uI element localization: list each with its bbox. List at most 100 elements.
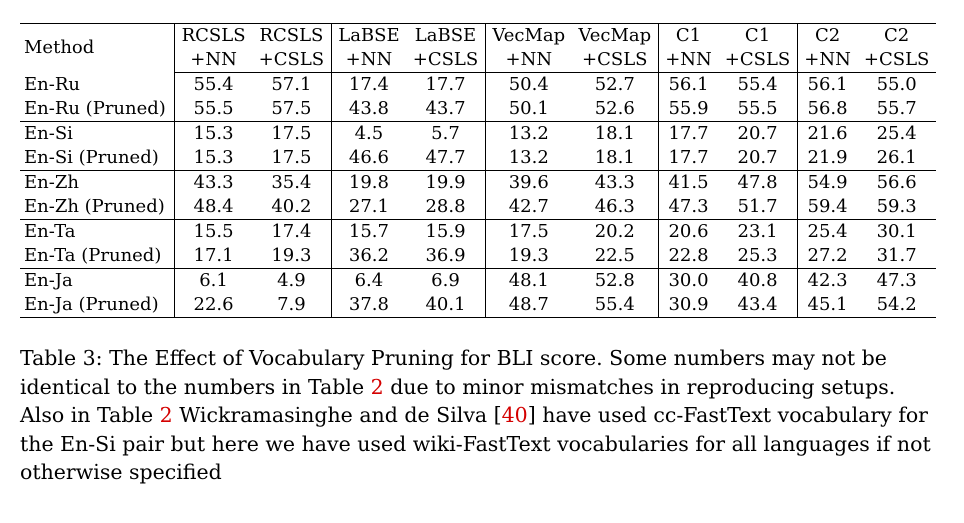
score-cell: 17.7 [657,146,719,171]
table-row: En-Zh 43.3 35.4 19.8 19.9 39.6 43.3 41.5 47.8 54.… [20,170,936,195]
score-cell: 55.5 [737,98,778,119]
score-cell: 43.8 [330,97,407,122]
score-cell: 17.5 [271,147,312,168]
table-row: En-Ru 55.4 57.1 17.4 17.7 50.4 52.7 56.1 55.4 56.… [20,72,936,97]
score-cell: 52.6 [594,98,635,119]
col-header-top: VecMap [571,23,659,48]
score-cell: 21.6 [796,121,858,146]
score-cell: 55.4 [737,74,778,95]
header-row-top: Method RCSLS RCSLS LaBSE LaBSE VecMap Ve… [20,23,936,73]
score-cell: 23.1 [718,219,798,244]
score-cell: 39.6 [484,170,572,195]
score-cell: 17.5 [252,121,332,146]
score-cell: 17.7 [657,121,719,146]
score-cell: 55.5 [174,97,253,122]
score-cell: 56.8 [796,97,858,122]
score-cell: 17.4 [330,72,407,97]
score-cell: 6.1 [174,268,253,293]
score-cell: 47.8 [718,170,798,195]
score-cell: 26.1 [876,147,917,168]
score-cell: 42.7 [484,195,572,220]
score-cell: 57.1 [271,74,312,95]
score-cell: 48.1 [484,268,572,293]
table-row: En-Si (Pruned) 15.3 17.5 46.6 47.7 13.2 18.1 17… [20,146,936,171]
score-cell: 21.9 [796,146,858,171]
score-cell: 40.1 [406,293,486,318]
score-cell: 36.9 [425,245,466,266]
col-header-bottom: +CSLS [252,48,332,73]
table-row: En-Si 15.3 17.5 4.5 5.7 13.2 18.1 17.7 20.7 21.6 2… [20,121,936,146]
score-cell: 46.3 [594,196,635,217]
method-cell: En-Ru (Pruned) [24,98,166,119]
method-cell: En-Zh (Pruned) [24,196,165,217]
score-cell: 48.4 [174,195,253,220]
col-header-bottom: +NN [330,48,407,73]
score-cell: 51.7 [737,196,778,217]
caption-text: ] have used cc-FastText vocabulary for t… [20,403,931,484]
caption-text: Wickramasinghe and de Silva [ [172,403,502,427]
score-cell: 20.2 [571,219,659,244]
score-cell: 56.1 [796,72,858,97]
col-header-top: RCSLS [174,23,253,48]
results-table: Method RCSLS RCSLS LaBSE LaBSE VecMap Ve… [20,23,936,318]
col-header-top: C2 [857,23,936,48]
caption-text: due to minor mismatches in reproducing s… [20,374,896,428]
score-cell: 22.5 [594,245,635,266]
citation-link[interactable]: 40 [501,403,528,427]
table-caption: Table 3: The Effect of Vocabulary Prunin… [20,344,946,487]
score-cell: 15.9 [406,219,486,244]
col-header-bottom: +CSLS [718,48,798,73]
table-ref-link[interactable]: 2 [159,403,173,427]
col-header-top: VecMap [484,23,572,48]
score-cell: 40.8 [718,268,798,293]
score-cell: 52.8 [571,268,659,293]
score-cell: 15.3 [174,121,253,146]
col-header-bottom: +CSLS [406,48,486,73]
score-cell: 18.1 [594,147,635,168]
score-cell: 25.4 [857,121,936,146]
score-cell: 47.7 [425,147,466,168]
score-cell: 17.1 [174,244,253,269]
method-cell: En-Ja [20,268,175,293]
score-cell: 42.3 [796,268,858,293]
method-cell: En-Ta [20,219,175,244]
score-cell: 19.3 [271,245,312,266]
score-cell: 50.1 [484,97,572,122]
score-cell: 54.9 [796,170,858,195]
score-cell: 30.0 [657,268,719,293]
score-cell: 27.1 [330,195,407,220]
col-header-bottom: +CSLS [857,48,936,73]
score-cell: 6.9 [406,268,486,293]
score-cell: 55.4 [174,72,253,97]
score-cell: 30.1 [857,219,936,244]
score-cell: 17.4 [252,219,332,244]
score-cell: 59.3 [876,196,917,217]
score-cell: 43.4 [718,293,798,318]
score-cell: 13.2 [484,121,572,146]
score-cell: 56.6 [857,170,936,195]
score-cell: 5.7 [406,121,486,146]
score-cell: 6.4 [330,268,407,293]
table-row: En-Ja (Pruned) 22.6 7.9 37.8 40.1 48.7 55.4 30.… [20,293,936,318]
score-cell: 15.5 [174,219,253,244]
score-cell: 55.0 [876,74,917,95]
score-cell: 4.5 [330,121,407,146]
method-header: Method [20,23,175,73]
score-cell: 45.1 [796,293,858,318]
method-cell: En-Si [20,121,175,146]
score-cell: 43.3 [571,170,659,195]
score-cell: 20.6 [657,219,719,244]
table-body: En-Ru 55.4 57.1 17.4 17.7 50.4 52.7 56.1 55.4 56.… [20,72,936,318]
table-row: En-Ru (Pruned) 55.5 57.5 43.8 43.7 50.1 52.6 55… [20,97,936,122]
score-cell: 22.8 [657,244,719,269]
score-cell: 27.2 [796,244,858,269]
score-cell: 57.5 [271,98,312,119]
col-header-bottom: +NN [174,48,253,73]
score-cell: 30.9 [657,293,719,318]
score-cell: 20.7 [718,121,798,146]
col-header-top: C1 [657,23,719,48]
score-cell: 56.1 [657,72,719,97]
score-cell: 52.7 [594,74,635,95]
table-ref-link[interactable]: 2 [370,374,384,399]
col-header-bottom: +NN [796,48,858,73]
